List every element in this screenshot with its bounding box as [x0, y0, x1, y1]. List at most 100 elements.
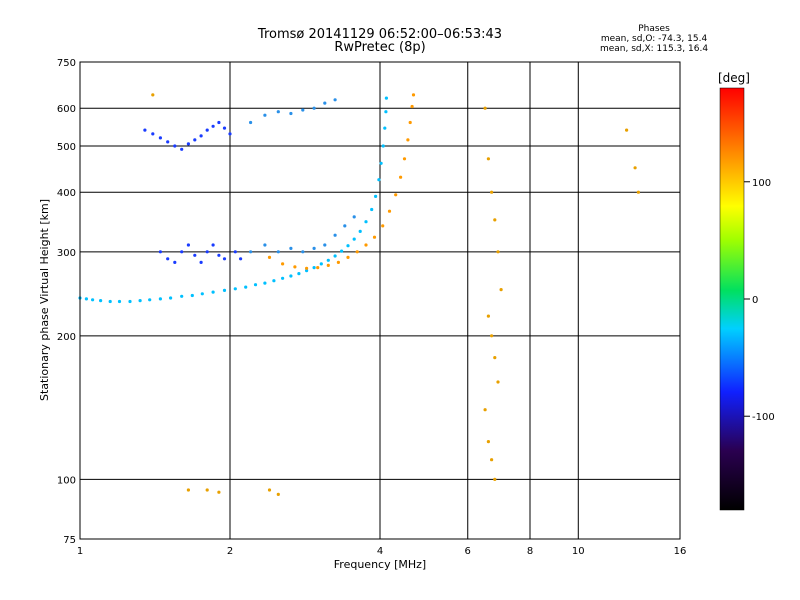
- data-point: [364, 220, 368, 224]
- data-point: [186, 488, 190, 492]
- data-point: [297, 272, 301, 276]
- grid: [80, 62, 680, 539]
- data-point: [374, 194, 378, 198]
- x-axis: 1 2 4 6 8 10 16: [77, 546, 687, 557]
- y-tick-label: 750: [57, 58, 76, 69]
- data-point: [636, 190, 641, 194]
- data-point: [333, 233, 337, 237]
- data-point: [186, 243, 190, 247]
- data-point: [346, 244, 350, 248]
- data-point: [486, 157, 490, 161]
- colorbar-tick-label: 100: [752, 178, 771, 189]
- data-point: [289, 246, 293, 250]
- data-point: [200, 292, 204, 296]
- data-point: [633, 166, 637, 170]
- data-point: [158, 297, 162, 301]
- y-tick-label: 300: [57, 248, 76, 259]
- data-point: [289, 274, 293, 278]
- data-point: [222, 288, 227, 292]
- data-point: [193, 138, 197, 142]
- x-tick-label: 8: [527, 546, 533, 557]
- data-point: [173, 144, 177, 148]
- data-point: [180, 250, 184, 254]
- data-point: [211, 243, 215, 247]
- data-point: [166, 140, 170, 144]
- data-point: [293, 265, 297, 269]
- data-point: [249, 250, 253, 254]
- data-point: [267, 255, 272, 259]
- data-point: [166, 257, 170, 261]
- data-point: [199, 134, 203, 138]
- data-point: [211, 290, 215, 294]
- data-point: [384, 96, 388, 100]
- data-point: [289, 111, 293, 116]
- data-point: [323, 101, 327, 105]
- data-point: [326, 263, 330, 267]
- y-tick-label: 400: [57, 188, 76, 199]
- data-point: [486, 440, 490, 444]
- data-point: [399, 175, 403, 179]
- data-point: [301, 250, 305, 254]
- x-tick-label: 6: [465, 546, 471, 557]
- data-point: [281, 276, 285, 280]
- x-tick-label: 16: [674, 546, 687, 557]
- data-point: [138, 299, 142, 303]
- data-point: [158, 250, 162, 254]
- data-point: [281, 262, 285, 266]
- data-point: [305, 269, 309, 273]
- data-point: [173, 260, 177, 264]
- data-point: [370, 207, 374, 212]
- y-axis-label: Stationary phase Virtual Height [km]: [38, 199, 51, 401]
- data-point: [352, 237, 356, 241]
- data-point: [276, 492, 280, 496]
- data-point: [205, 250, 209, 254]
- data-point: [625, 128, 629, 132]
- colorbar: [719, 87, 745, 511]
- data-point: [193, 253, 197, 257]
- data-point: [312, 246, 316, 250]
- data-point: [244, 285, 248, 289]
- data-point: [180, 294, 184, 298]
- data-point: [406, 138, 410, 142]
- y-tick-label: 200: [57, 332, 76, 343]
- y-tick-label: 100: [57, 475, 76, 486]
- data-point: [496, 250, 500, 254]
- data-point: [217, 253, 221, 257]
- y-tick-label: 500: [57, 142, 76, 153]
- data-point: [379, 161, 383, 165]
- data-point: [343, 224, 347, 228]
- data-point: [151, 93, 155, 97]
- data-point: [205, 128, 209, 132]
- data-point: [180, 147, 184, 151]
- data-point: [336, 260, 340, 264]
- y-axis: 75 100 200 300 400 500 600 750: [57, 58, 76, 546]
- data-point: [323, 243, 327, 247]
- data-point: [263, 281, 267, 285]
- data-point: [169, 296, 173, 300]
- data-point: [490, 190, 494, 194]
- data-point: [84, 297, 88, 301]
- data-point: [499, 288, 503, 292]
- data-point: [276, 250, 280, 254]
- data-point: [358, 229, 362, 233]
- data-point: [408, 120, 412, 125]
- data-point: [217, 490, 221, 494]
- data-point: [372, 235, 377, 239]
- x-tick-label: 2: [227, 546, 233, 557]
- data-point: [190, 293, 194, 298]
- data-point: [301, 108, 305, 112]
- data-point: [233, 287, 237, 291]
- data-point: [394, 193, 398, 197]
- data-point: [263, 113, 267, 117]
- data-point: [355, 250, 359, 254]
- data-point: [333, 254, 337, 258]
- data-point: [319, 262, 323, 266]
- data-point: [222, 126, 227, 130]
- data-point: [346, 255, 350, 259]
- data-point: [263, 243, 267, 247]
- data-point: [326, 258, 330, 262]
- x-tick-label: 4: [377, 546, 383, 557]
- data-point: [483, 106, 487, 110]
- data-point: [211, 124, 215, 128]
